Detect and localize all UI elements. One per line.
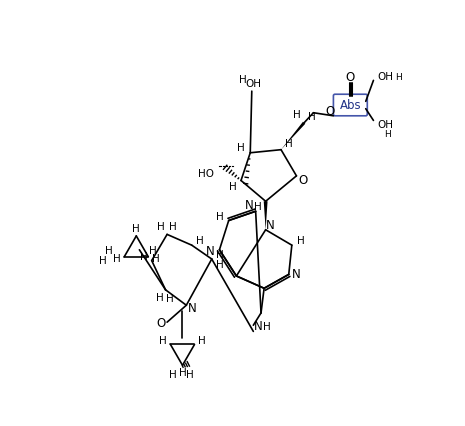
Text: H: H xyxy=(292,110,300,120)
Text: H: H xyxy=(297,236,305,246)
Text: N: N xyxy=(266,219,275,232)
Text: H: H xyxy=(113,254,120,264)
Polygon shape xyxy=(281,122,306,150)
Text: H: H xyxy=(384,130,391,139)
Text: H: H xyxy=(263,322,271,332)
Text: H: H xyxy=(155,293,163,302)
Text: OH: OH xyxy=(378,72,394,82)
Text: H: H xyxy=(229,181,237,192)
Text: N: N xyxy=(253,320,262,333)
Text: H: H xyxy=(216,212,223,222)
Text: H: H xyxy=(254,202,262,213)
Text: N: N xyxy=(188,302,197,315)
Text: H: H xyxy=(105,245,113,256)
FancyBboxPatch shape xyxy=(333,94,367,116)
Text: H: H xyxy=(198,336,206,345)
Text: O: O xyxy=(326,105,335,118)
Text: H: H xyxy=(159,336,166,345)
Text: H: H xyxy=(308,112,316,121)
Text: HO: HO xyxy=(198,169,213,179)
Text: H: H xyxy=(157,222,165,232)
Text: H: H xyxy=(99,256,106,265)
Text: N: N xyxy=(292,268,301,281)
Text: H: H xyxy=(395,73,401,82)
Text: O: O xyxy=(345,71,355,84)
Text: N: N xyxy=(206,245,214,258)
Text: H: H xyxy=(186,369,194,380)
Text: H: H xyxy=(152,254,160,264)
Text: H: H xyxy=(196,236,203,246)
Text: H: H xyxy=(285,138,292,149)
Text: H: H xyxy=(239,75,246,85)
Polygon shape xyxy=(264,201,267,230)
Text: H: H xyxy=(166,294,173,304)
Text: H: H xyxy=(133,224,140,234)
Text: H: H xyxy=(169,369,177,380)
Text: H: H xyxy=(149,246,157,256)
Text: H: H xyxy=(216,260,223,270)
Text: N: N xyxy=(245,199,254,212)
Text: O: O xyxy=(156,317,166,330)
Text: H: H xyxy=(179,368,186,378)
Text: OH: OH xyxy=(246,79,261,89)
Text: H: H xyxy=(169,222,177,232)
Text: H: H xyxy=(216,250,223,260)
Text: H: H xyxy=(237,143,245,153)
Text: H: H xyxy=(140,252,148,262)
Text: OH: OH xyxy=(378,120,394,130)
Text: Abs: Abs xyxy=(339,98,361,112)
Text: O: O xyxy=(299,174,308,187)
